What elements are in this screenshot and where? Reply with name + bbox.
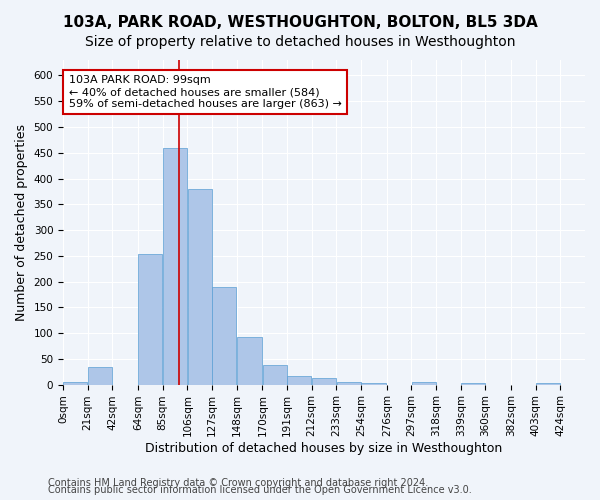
Bar — [536, 383, 560, 384]
Bar — [461, 383, 485, 384]
Bar — [237, 336, 262, 384]
Bar — [64, 382, 88, 384]
Bar — [88, 366, 112, 384]
Bar — [139, 254, 163, 384]
Bar — [263, 365, 287, 384]
Text: Size of property relative to detached houses in Westhoughton: Size of property relative to detached ho… — [85, 35, 515, 49]
Bar — [412, 382, 436, 384]
Text: 103A, PARK ROAD, WESTHOUGHTON, BOLTON, BL5 3DA: 103A, PARK ROAD, WESTHOUGHTON, BOLTON, B… — [62, 15, 538, 30]
Bar — [337, 382, 361, 384]
Bar — [361, 383, 386, 384]
Bar — [212, 286, 236, 384]
X-axis label: Distribution of detached houses by size in Westhoughton: Distribution of detached houses by size … — [145, 442, 503, 455]
Bar — [287, 376, 311, 384]
Y-axis label: Number of detached properties: Number of detached properties — [15, 124, 28, 321]
Text: Contains HM Land Registry data © Crown copyright and database right 2024.: Contains HM Land Registry data © Crown c… — [48, 478, 428, 488]
Bar — [188, 189, 212, 384]
Text: Contains public sector information licensed under the Open Government Licence v3: Contains public sector information licen… — [48, 485, 472, 495]
Bar — [163, 148, 187, 384]
Bar — [312, 378, 336, 384]
Text: 103A PARK ROAD: 99sqm
← 40% of detached houses are smaller (584)
59% of semi-det: 103A PARK ROAD: 99sqm ← 40% of detached … — [69, 76, 342, 108]
